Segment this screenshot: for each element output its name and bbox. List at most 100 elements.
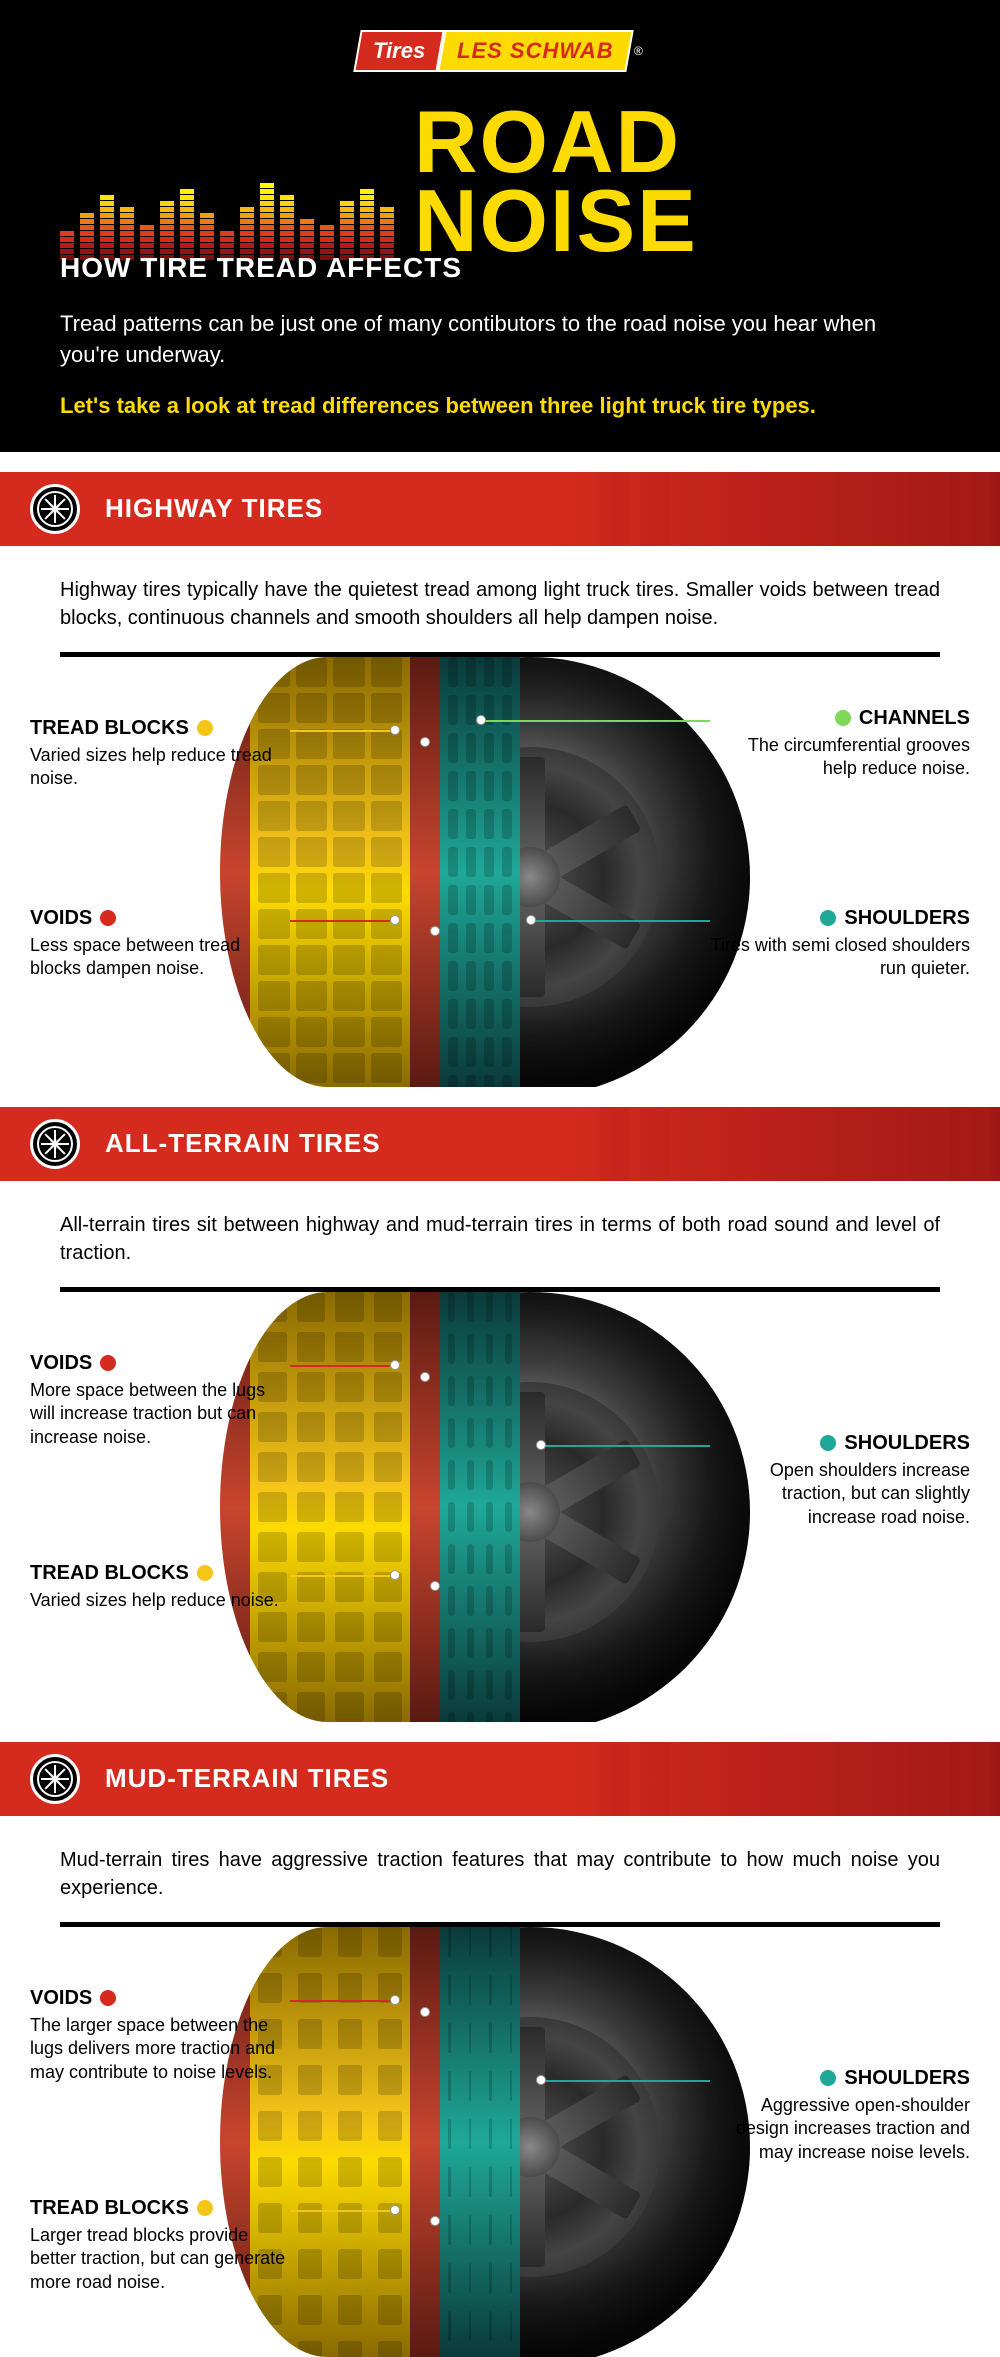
spacer xyxy=(0,452,1000,472)
section-desc: Highway tires typically have the quietes… xyxy=(60,576,940,632)
section-body: Mud-terrain tires have aggressive tracti… xyxy=(0,1816,1000,1927)
callout-dot xyxy=(820,2070,836,2086)
section-body: All-terrain tires sit between highway an… xyxy=(0,1181,1000,1292)
callout: CHANNELS The circumferential grooves hel… xyxy=(710,707,970,781)
connector-point xyxy=(390,1360,400,1370)
connector-line xyxy=(480,720,710,722)
tire-illustration xyxy=(220,1292,780,1722)
connector-line xyxy=(290,730,390,732)
callout: VOIDS The larger space between the lugs … xyxy=(30,1987,290,2084)
brand-logo: Tires LES SCHWAB ® xyxy=(357,30,643,72)
connector-point xyxy=(430,1581,440,1591)
callout-dot xyxy=(820,910,836,926)
connector-line xyxy=(540,1445,710,1447)
connector-line xyxy=(530,920,710,922)
spacer xyxy=(0,1722,1000,1742)
shoulder-pattern xyxy=(440,1292,520,1722)
section-mudterrain: MUD-TERRAIN TIRES Mud-terrain tires have… xyxy=(0,1722,1000,2357)
logo-name-text: LES SCHWAB xyxy=(457,38,614,64)
logo-tires-badge: Tires xyxy=(353,30,445,72)
callout-text: Varied sizes help reduce noise. xyxy=(30,1589,290,1612)
section-title: HIGHWAY TIRES xyxy=(105,493,323,524)
logo-name-badge: LES SCHWAB xyxy=(438,30,634,72)
section-body: Highway tires typically have the quietes… xyxy=(0,546,1000,657)
callout-title: SHOULDERS xyxy=(820,907,970,930)
header: Tires LES SCHWAB ® ROAD NOISE HOW TIRE T… xyxy=(0,0,1000,452)
connector-point xyxy=(430,2216,440,2226)
callout-dot xyxy=(100,910,116,926)
callout-label: VOIDS xyxy=(30,907,92,930)
tire-diagram: VOIDS More space between the lugs will i… xyxy=(0,1292,1000,1722)
callout: SHOULDERS Tires with semi closed shoulde… xyxy=(710,907,970,981)
callout-text: Varied sizes help reduce tread noise. xyxy=(30,744,290,791)
callout-title: CHANNELS xyxy=(835,707,970,730)
callout: TREAD BLOCKS Varied sizes help reduce no… xyxy=(30,1562,290,1612)
connector-line xyxy=(540,2080,710,2082)
connector-point xyxy=(476,715,486,725)
connector-point xyxy=(390,725,400,735)
connector-line xyxy=(290,2210,390,2212)
callout: TREAD BLOCKS Varied sizes help reduce tr… xyxy=(30,717,290,791)
tire-diagram: TREAD BLOCKS Varied sizes help reduce tr… xyxy=(0,657,1000,1087)
shoulder-pattern xyxy=(440,1927,520,2357)
section-desc: All-terrain tires sit between highway an… xyxy=(60,1211,940,1267)
callout: TREAD BLOCKS Larger tread blocks provide… xyxy=(30,2197,290,2294)
section-highway: HIGHWAY TIRES Highway tires typically ha… xyxy=(0,452,1000,1087)
main-title: ROAD NOISE xyxy=(414,102,940,260)
callout-dot xyxy=(197,1565,213,1581)
callout-label: SHOULDERS xyxy=(844,1432,970,1455)
sections-container: HIGHWAY TIRES Highway tires typically ha… xyxy=(0,452,1000,2357)
connector-point xyxy=(526,915,536,925)
spacer xyxy=(0,1087,1000,1107)
callout-text: The circumferential grooves help reduce … xyxy=(710,734,970,781)
section-header-bar: ALL-TERRAIN TIRES xyxy=(0,1107,1000,1181)
tire-diagram: VOIDS The larger space between the lugs … xyxy=(0,1927,1000,2357)
callout-text: Larger tread blocks provide better tract… xyxy=(30,2224,290,2294)
callout: SHOULDERS Open shoulders increase tracti… xyxy=(710,1432,970,1529)
connector-point xyxy=(536,2075,546,2085)
callout-title: TREAD BLOCKS xyxy=(30,1562,213,1585)
callout-label: VOIDS xyxy=(30,1352,92,1375)
callout-title: SHOULDERS xyxy=(820,2067,970,2090)
callout-title: VOIDS xyxy=(30,907,116,930)
section-header-bar: HIGHWAY TIRES xyxy=(0,472,1000,546)
connector-point xyxy=(390,915,400,925)
connector-line xyxy=(290,920,390,922)
callout-dot xyxy=(820,1435,836,1451)
callout-title: VOIDS xyxy=(30,1987,116,2010)
section-allterrain: ALL-TERRAIN TIRES All-terrain tires sit … xyxy=(0,1087,1000,1722)
registered-mark: ® xyxy=(634,44,643,58)
tread-zone-teal xyxy=(440,1292,520,1722)
tire-icon xyxy=(30,1119,80,1169)
callout-title: SHOULDERS xyxy=(820,1432,970,1455)
callout-dot xyxy=(197,720,213,736)
callout-title: VOIDS xyxy=(30,1352,116,1375)
tire-icon xyxy=(30,1754,80,1804)
connector-point xyxy=(420,1372,430,1382)
title-row: ROAD NOISE xyxy=(60,102,940,260)
callout-label: CHANNELS xyxy=(859,707,970,730)
callout: VOIDS Less space between tread blocks da… xyxy=(30,907,290,981)
callout-label: SHOULDERS xyxy=(844,2067,970,2090)
callout-text: More space between the lugs will increas… xyxy=(30,1379,290,1449)
callout-dot xyxy=(835,710,851,726)
connector-point xyxy=(390,1570,400,1580)
callout-dot xyxy=(100,1990,116,2006)
callout-dot xyxy=(197,2200,213,2216)
connector-line xyxy=(290,1575,390,1577)
infographic-root: Tires LES SCHWAB ® ROAD NOISE HOW TIRE T… xyxy=(0,0,1000,2357)
tread-zone-red-right xyxy=(410,1292,440,1722)
section-title: MUD-TERRAIN TIRES xyxy=(105,1763,389,1794)
callout-label: SHOULDERS xyxy=(844,907,970,930)
tread-zone-red-right xyxy=(410,1927,440,2357)
callout-label: TREAD BLOCKS xyxy=(30,1562,189,1585)
connector-point xyxy=(390,1995,400,2005)
tire-illustration xyxy=(220,1927,780,2357)
callout-text: Less space between tread blocks dampen n… xyxy=(30,934,290,981)
logo-tires-text: Tires xyxy=(373,38,425,64)
connector-line xyxy=(290,1365,390,1367)
section-desc: Mud-terrain tires have aggressive tracti… xyxy=(60,1846,940,1902)
intro-yellow: Let's take a look at tread differences b… xyxy=(60,391,940,422)
callout-text: Tires with semi closed shoulders run qui… xyxy=(710,934,970,981)
tread-zone-teal xyxy=(440,1927,520,2357)
